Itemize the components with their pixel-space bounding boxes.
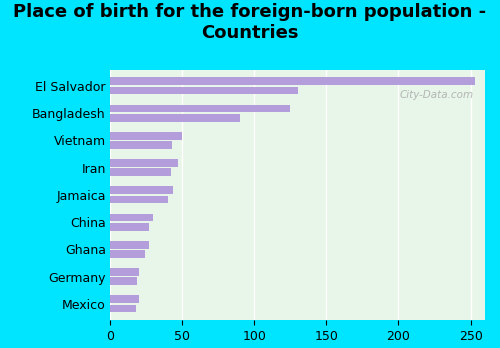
Bar [110,295,139,303]
Bar [110,159,178,167]
Bar [110,241,149,248]
Text: Place of birth for the foreign-born population -
Countries: Place of birth for the foreign-born popu… [14,3,486,42]
Bar [110,168,170,176]
Bar [110,214,154,221]
Text: City-Data.com: City-Data.com [400,90,474,100]
Bar [110,78,475,85]
Bar [110,304,136,312]
Bar [110,87,298,94]
Bar [110,223,149,231]
Bar [110,105,290,112]
Bar [110,268,139,276]
Bar [110,141,172,149]
Bar [110,277,138,285]
Bar [110,196,168,203]
Bar [110,250,144,258]
Bar [110,132,182,140]
Bar [110,114,240,121]
Bar [110,187,174,194]
